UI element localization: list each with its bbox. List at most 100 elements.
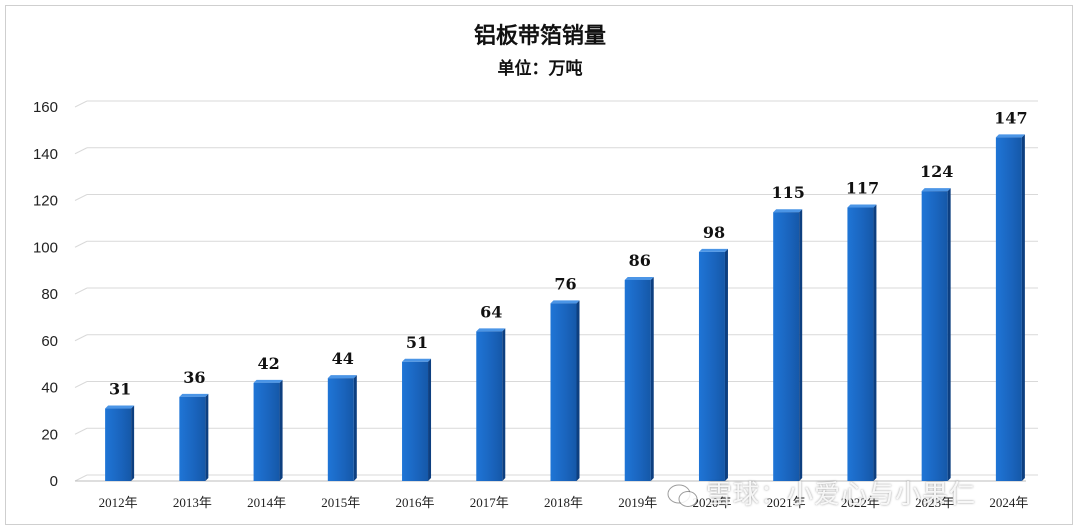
y-axis-ticks: 0 20 40 60 80 100 120 140 160 <box>33 99 58 490</box>
x-tick-label: 2019年 <box>618 495 657 510</box>
x-axis-ticks: 2012年 2013年 2014年 2015年 2016年 2017年 2018年 2019年… <box>99 495 1029 510</box>
x-tick-label: 2013年 <box>173 495 212 510</box>
bar <box>773 209 803 481</box>
bar <box>995 134 1025 481</box>
bar-front <box>550 303 577 481</box>
bars <box>105 134 1025 481</box>
bar-front <box>773 212 800 481</box>
x-tick-label: 2014年 <box>247 495 286 510</box>
bar-side <box>947 188 951 481</box>
gridline-depth <box>74 287 88 295</box>
x-tick-label: 2022年 <box>841 495 880 510</box>
x-tick-label: 2018年 <box>544 495 583 510</box>
bar-side <box>502 328 506 481</box>
bar-top <box>550 300 580 304</box>
gridline-depth <box>74 240 88 248</box>
bar-top <box>179 393 209 397</box>
bar-front <box>253 382 280 481</box>
x-tick-label: 2023年 <box>915 495 954 510</box>
x-tick-label: 2015年 <box>321 495 360 510</box>
bar-front <box>476 331 503 481</box>
bar-top <box>698 248 728 252</box>
gridline-depth <box>74 100 88 108</box>
gridline-depth <box>74 147 88 155</box>
bar-side <box>650 276 654 481</box>
y-tick-label: 60 <box>41 333 58 350</box>
watermark-text: 雪球：小爱心与小果仁 <box>706 480 977 510</box>
bar-side <box>873 204 877 481</box>
y-tick-label: 120 <box>33 193 58 210</box>
x-tick-label: 2017年 <box>470 495 509 510</box>
bar-side <box>1021 134 1025 481</box>
bar <box>402 358 432 481</box>
bar <box>847 204 877 481</box>
data-label: 86 <box>629 251 651 270</box>
data-label: 31 <box>109 380 131 399</box>
data-label: 124 <box>920 162 953 181</box>
chart-subtitle: 单位：万吨 <box>497 59 583 79</box>
y-tick-label: 140 <box>33 146 58 163</box>
bar-top <box>105 405 135 409</box>
bar-top <box>921 188 951 192</box>
bar <box>327 375 357 481</box>
wechat-icon <box>666 483 700 509</box>
bar-side <box>724 248 728 481</box>
bar-front <box>327 378 354 481</box>
bar-front <box>179 396 206 481</box>
data-label: 117 <box>846 179 879 198</box>
data-label: 36 <box>183 368 205 387</box>
bar-front <box>847 207 874 481</box>
data-label: 98 <box>703 223 725 242</box>
bar-top <box>476 328 506 332</box>
data-label: 42 <box>257 354 279 373</box>
bar <box>105 405 135 481</box>
bar <box>624 276 654 481</box>
bar <box>179 393 209 481</box>
bar-top <box>995 134 1025 138</box>
bar-top <box>253 379 283 383</box>
gridline-depth <box>74 381 88 388</box>
bar-side <box>799 209 803 481</box>
y-tick-label: 100 <box>33 239 58 256</box>
data-label: 51 <box>406 333 428 352</box>
chart-title: 铝板带箔销量 <box>473 23 606 49</box>
bar-side <box>131 405 135 481</box>
bar-side <box>205 393 209 481</box>
bar <box>476 328 506 481</box>
x-tick-label: 2024年 <box>989 495 1028 510</box>
bar-top <box>773 209 803 213</box>
x-tick-label: 2016年 <box>396 495 435 510</box>
data-label: 115 <box>771 183 804 202</box>
bar-front <box>921 191 948 481</box>
x-tick-label: 2012年 <box>99 495 138 510</box>
bar-top <box>847 204 877 208</box>
bar-front <box>105 408 132 481</box>
gridline-depth <box>74 474 88 482</box>
data-label: 76 <box>554 274 576 293</box>
y-tick-label: 160 <box>33 99 58 116</box>
bar-front <box>402 361 429 481</box>
y-tick-label: 40 <box>41 380 58 397</box>
bar <box>921 188 951 481</box>
bar-side <box>428 358 432 481</box>
y-tick-label: 80 <box>41 286 58 303</box>
gridline-depth <box>74 334 88 342</box>
data-label: 44 <box>332 349 354 368</box>
watermark: 雪球：小爱心与小果仁 <box>666 474 976 511</box>
bar-top <box>402 358 432 362</box>
bar <box>698 248 728 481</box>
bar-front <box>624 279 651 481</box>
y-tick-label: 0 <box>50 473 58 490</box>
bar <box>550 300 580 481</box>
gridline-depth <box>74 427 88 435</box>
bar <box>253 379 283 481</box>
bar-top <box>327 375 357 379</box>
bar-front <box>995 137 1022 481</box>
x-tick-label: 2020年 <box>692 495 731 510</box>
bar-front <box>698 251 725 481</box>
x-tick-label: 2021年 <box>767 495 806 510</box>
data-label: 147 <box>994 108 1027 127</box>
bar-top <box>624 276 654 280</box>
bar-side <box>353 375 357 481</box>
